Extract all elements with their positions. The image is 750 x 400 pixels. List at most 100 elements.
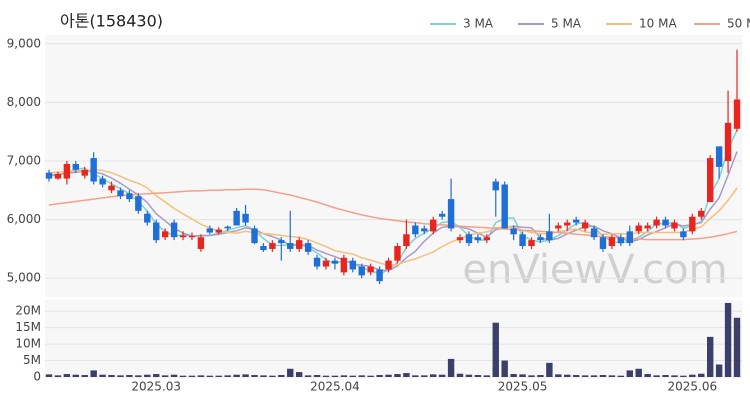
candle-body [438, 213, 446, 217]
price-plot-bg [45, 35, 742, 297]
candle-body [626, 231, 633, 244]
candle-body [546, 231, 553, 241]
candle-body [635, 225, 642, 232]
volume-plot-bg [45, 300, 742, 377]
candle-body [680, 231, 687, 238]
volume-bar [278, 375, 285, 377]
volume-bar [653, 375, 660, 377]
volume-bar [465, 374, 473, 377]
candle-body [599, 237, 607, 249]
candle-body [555, 225, 562, 229]
candle-body [644, 225, 651, 229]
volume-bar [197, 375, 205, 377]
volume-bar [126, 375, 133, 377]
candle-body [206, 228, 214, 233]
candle-body [117, 190, 124, 197]
x-tick-label: 2025.04 [310, 380, 360, 394]
y-tick-label: 8,000 [7, 95, 41, 109]
candle-body [63, 163, 71, 179]
candle-body [706, 158, 714, 203]
volume-bar [215, 375, 222, 377]
volume-bar [394, 374, 401, 377]
candle-body [322, 260, 330, 267]
chart-title: 아톤(158430) [60, 12, 163, 31]
volume-bar [99, 374, 106, 377]
volume-bar [54, 375, 62, 377]
candle-body [537, 237, 544, 241]
candle-body [331, 260, 339, 264]
candle-body [242, 213, 249, 223]
volume-bar [572, 375, 580, 377]
candle-body [367, 266, 374, 273]
candle-body [215, 229, 222, 233]
volume-bar [170, 374, 178, 377]
volume-bar [501, 360, 508, 377]
volume-bar [492, 322, 499, 377]
candle-body [456, 237, 464, 241]
candle-body [376, 269, 383, 282]
volume-bar [269, 375, 276, 377]
volume-bar [367, 375, 374, 377]
ma-line [48, 169, 738, 267]
candle-body [287, 243, 294, 249]
candle-body [224, 226, 231, 229]
candle-body [483, 237, 491, 241]
y-tick-label: 20M [15, 304, 41, 318]
volume-bar [706, 336, 714, 377]
volume-bar [546, 362, 553, 377]
volume-bar [188, 375, 196, 377]
volume-bar [555, 374, 562, 377]
candle-body [269, 243, 276, 249]
candle-body [153, 222, 160, 241]
candle-body [572, 219, 580, 223]
candle-body [724, 122, 732, 162]
candle-body [170, 222, 178, 238]
candle-body [403, 234, 410, 247]
candle-body [349, 260, 356, 270]
candle-body [501, 184, 508, 229]
candle-body [188, 236, 196, 238]
candle-body [474, 237, 482, 241]
candle-body [99, 178, 106, 185]
volume-bar [590, 375, 598, 377]
legend-label: 3 MA [463, 17, 494, 31]
volume-bar [376, 375, 383, 377]
volume-bar [447, 358, 455, 377]
volume-bar [45, 374, 53, 377]
volume-bar [733, 317, 741, 377]
volume-bar [662, 375, 669, 377]
volume-bar [287, 368, 294, 377]
volume-bar [537, 375, 544, 377]
candle-body [45, 172, 53, 179]
y-tick-label: 9,000 [7, 36, 41, 50]
x-tick-label: 2025.03 [131, 380, 181, 394]
volume-bar [63, 374, 71, 377]
candle-body [581, 222, 589, 229]
candle-body [689, 216, 696, 232]
volume-bar [242, 374, 249, 377]
volume-bar [90, 370, 97, 377]
legend-label: 50 MA [727, 17, 750, 31]
candle-body [304, 243, 312, 252]
candle-body [144, 213, 151, 223]
volume-bar [385, 374, 392, 377]
candle-body [733, 99, 741, 129]
volume-bar [430, 374, 437, 377]
volume-bar [322, 375, 330, 377]
volume-bar [224, 375, 231, 377]
candle-body [394, 246, 401, 261]
y-tick-label: 10M [15, 337, 41, 351]
candle-body [260, 246, 267, 251]
volume-bar [724, 302, 732, 377]
x-tick-label: 2025.05 [498, 380, 548, 394]
candle-body [510, 228, 517, 235]
volume-bar [81, 375, 88, 377]
candle-body [126, 193, 133, 200]
volume-bar [403, 373, 410, 377]
candle-body [340, 257, 348, 273]
volume-bar [564, 374, 571, 377]
volume-bar [617, 375, 625, 377]
volume-bar [340, 375, 348, 377]
candle-body [179, 235, 187, 238]
volume-bar [233, 374, 240, 377]
